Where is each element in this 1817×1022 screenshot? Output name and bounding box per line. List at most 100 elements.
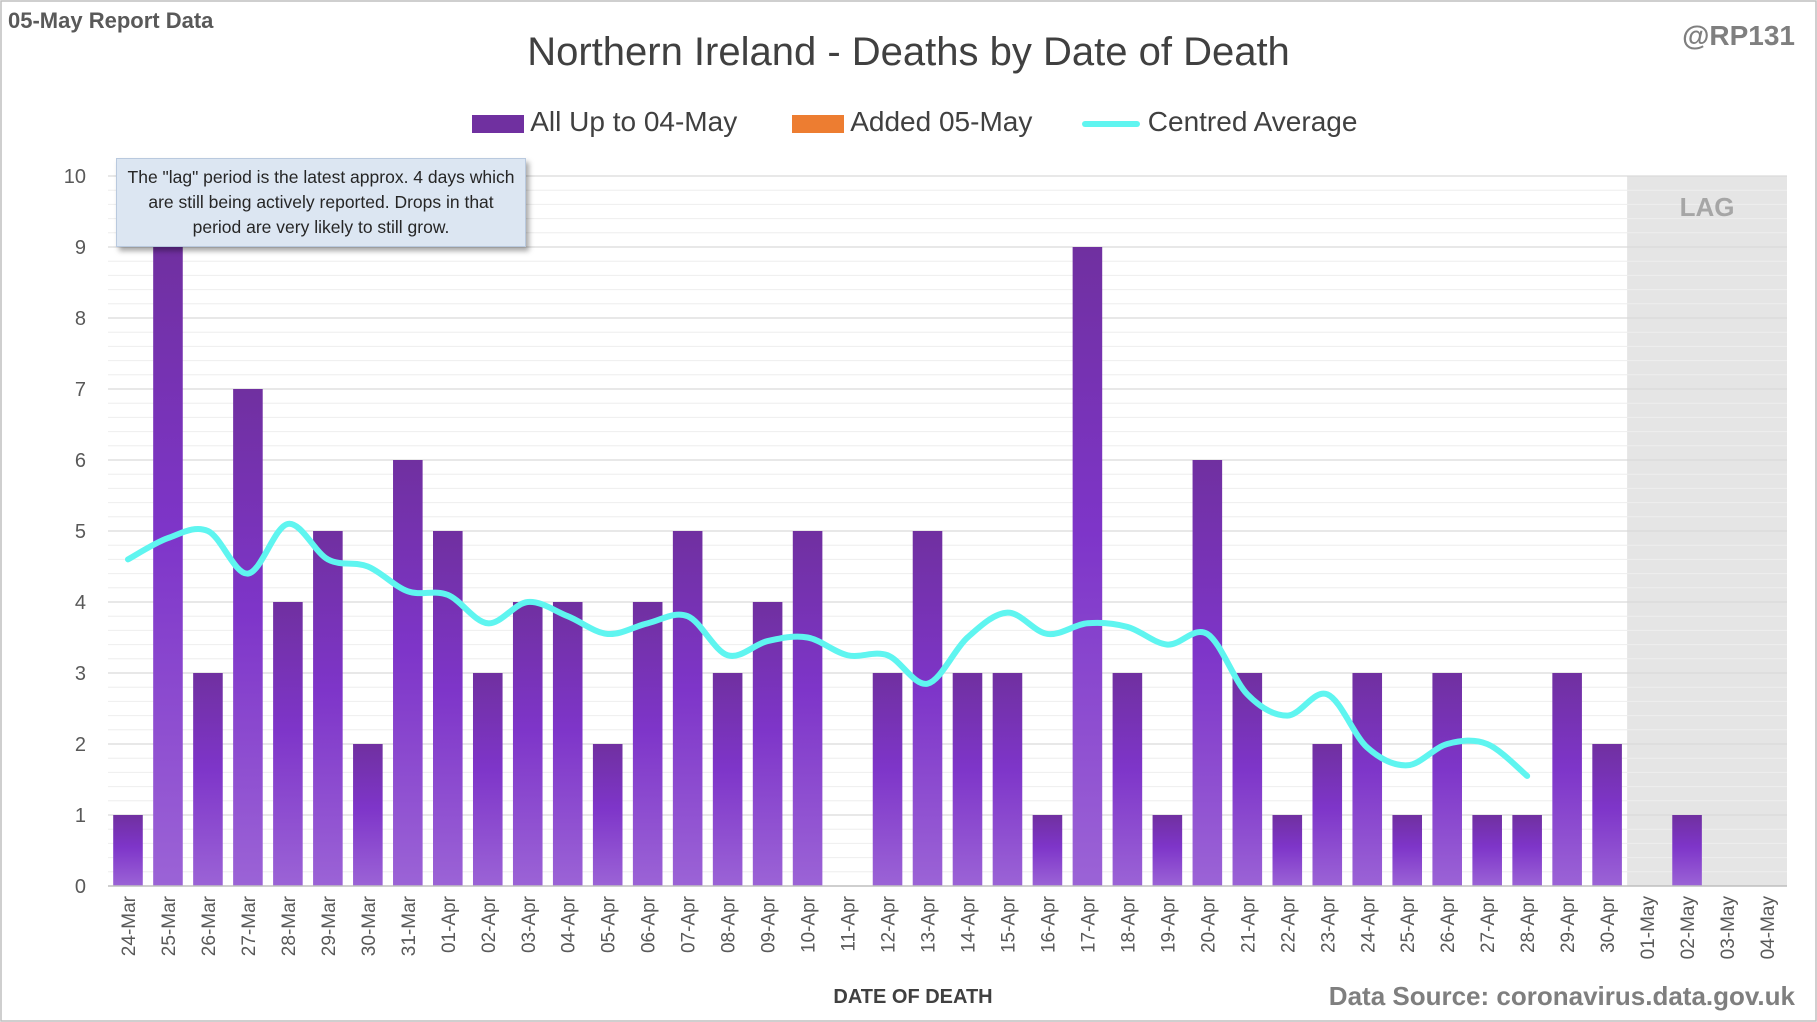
legend-item-added: Added 05-May (792, 106, 1032, 138)
x-axis-title: DATE OF DEATH (833, 986, 992, 1008)
x-tick-label: 24-Apr (1358, 895, 1379, 953)
y-tick-label: 0 (75, 876, 86, 898)
y-tick-label: 4 (75, 592, 86, 614)
x-tick-label: 28-Apr (1518, 895, 1539, 953)
data-source: Data Source: coronavirus.data.gov.uk (1328, 981, 1795, 1011)
bar (1112, 673, 1143, 886)
legend-label-average: Centred Average (1147, 106, 1358, 137)
bar (1592, 744, 1622, 886)
legend-swatch-bars (472, 114, 524, 133)
x-tick-label: 27-Mar (239, 895, 260, 956)
x-tick-label: 03-Apr (519, 895, 540, 953)
bar (1472, 815, 1502, 886)
x-tick-label: 16-Apr (1038, 895, 1059, 953)
x-tick-label: 26-Mar (199, 895, 220, 956)
x-tick-label: 01-May (1638, 896, 1659, 960)
bar (1192, 460, 1223, 886)
y-tick-label: 10 (64, 166, 86, 188)
x-tick-label: 01-Apr (439, 895, 460, 953)
x-tick-label: 11-Apr (839, 895, 860, 951)
x-tick-labels: 24-Mar 25-Mar 26-Mar 27-Mar 28-Mar 29-Mar 30-M… (119, 895, 1779, 959)
bar (1272, 815, 1303, 886)
bar (1232, 673, 1263, 886)
bar (233, 389, 263, 886)
x-tick-label: 25-Mar (159, 895, 180, 956)
x-tick-label: 24-Mar (119, 895, 140, 956)
x-tick-label: 23-Apr (1318, 895, 1339, 953)
bar (1312, 744, 1343, 886)
bar (1672, 815, 1702, 886)
x-tick-label: 26-Apr (1438, 895, 1459, 953)
bar (672, 531, 703, 886)
bar (113, 815, 143, 886)
y-tick-label: 1 (75, 805, 86, 827)
bar-series (113, 247, 1702, 886)
bar (992, 673, 1023, 886)
y-tick-label: 5 (75, 521, 86, 543)
gridlines (108, 175, 1787, 873)
legend-item-bars: All Up to 04-May (472, 106, 737, 138)
x-tick-label: 30-Mar (359, 895, 380, 956)
x-tick-label: 29-Apr (1558, 895, 1579, 953)
y-tick-label: 2 (75, 734, 86, 756)
x-tick-label: 27-Apr (1478, 895, 1499, 953)
legend-label-added: Added 05-May (850, 106, 1033, 137)
report-date-label: 05-May Report Data (8, 8, 214, 33)
x-tick-label: 07-Apr (679, 895, 700, 953)
bar (1072, 247, 1103, 886)
x-tick-label: 15-Apr (998, 895, 1019, 953)
legend-swatch-added (792, 114, 844, 133)
y-tick-label: 7 (75, 379, 86, 401)
bar (1552, 673, 1582, 886)
x-tick-label: 08-Apr (719, 895, 740, 953)
bar (1352, 673, 1383, 886)
x-tick-label: 18-Apr (1118, 895, 1139, 953)
bar (313, 531, 343, 886)
x-tick-label: 04-Apr (559, 895, 580, 953)
x-tick-label: 13-Apr (919, 895, 940, 953)
bar (952, 673, 983, 886)
bar (472, 673, 503, 886)
bar (1032, 815, 1063, 886)
bar (912, 531, 943, 886)
legend-item-average: Centred Average (1082, 106, 1357, 138)
x-tick-label: 25-Apr (1398, 895, 1419, 953)
x-tick-label: 30-Apr (1598, 895, 1619, 953)
x-tick-label: 17-Apr (1078, 895, 1099, 953)
x-tick-label: 06-Apr (639, 895, 660, 953)
x-tick-label: 19-Apr (1158, 895, 1179, 953)
bar (592, 744, 623, 886)
y-tick-label: 9 (75, 237, 86, 259)
y-tick-labels: 0 1 2 3 4 5 6 7 8 9 10 (64, 166, 86, 898)
x-tick-label: 29-Mar (319, 895, 340, 956)
chart-title: Northern Ireland - Deaths by Date of Dea… (527, 30, 1290, 74)
bar (353, 744, 383, 886)
x-tick-label: 02-Apr (479, 895, 500, 953)
legend-swatch-average (1082, 120, 1140, 127)
x-tick-label: 10-Apr (799, 895, 820, 953)
bar (1512, 815, 1542, 886)
x-tick-label: 04-May (1758, 896, 1779, 960)
bar (153, 247, 183, 886)
legend-label-bars: All Up to 04-May (530, 106, 738, 137)
bar (433, 531, 463, 886)
x-tick-label: 31-Mar (399, 895, 420, 956)
x-tick-label: 05-Apr (599, 895, 620, 953)
bar (1152, 815, 1183, 886)
x-tick-label: 21-Apr (1238, 895, 1259, 953)
lag-label: LAG (1680, 192, 1735, 222)
centred-average-line (124, 520, 1531, 779)
x-tick-label: 28-Mar (279, 895, 300, 956)
bar (512, 602, 543, 886)
bar (752, 602, 783, 886)
bar (712, 673, 743, 886)
x-tick-label: 14-Apr (958, 895, 979, 953)
y-tick-label: 6 (75, 450, 86, 472)
bar (632, 602, 663, 886)
lag-note: The "lag" period is the latest approx. 4… (116, 158, 526, 247)
bar (393, 460, 423, 886)
bar (273, 602, 303, 886)
bar (1432, 673, 1462, 886)
x-tick-label: 09-Apr (759, 895, 780, 953)
